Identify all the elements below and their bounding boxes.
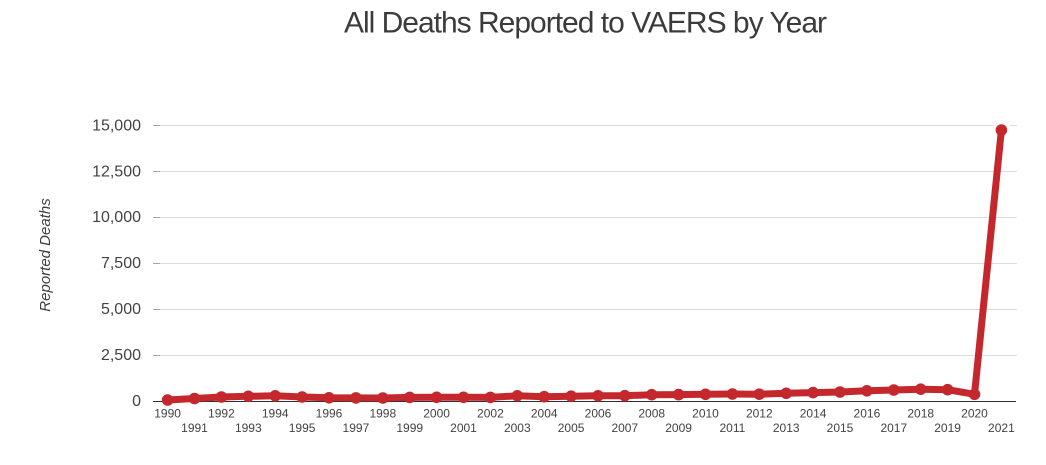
svg-text:5,000: 5,000 <box>101 301 141 318</box>
svg-text:1991: 1991 <box>181 421 208 435</box>
svg-text:2000: 2000 <box>423 407 450 421</box>
svg-text:2001: 2001 <box>450 421 477 435</box>
svg-text:2011: 2011 <box>719 421 745 435</box>
svg-text:0: 0 <box>132 393 141 410</box>
svg-text:15,000: 15,000 <box>92 117 141 134</box>
svg-text:2002: 2002 <box>477 407 504 421</box>
svg-text:2018: 2018 <box>907 407 934 421</box>
svg-text:1992: 1992 <box>208 407 235 421</box>
svg-text:7,500: 7,500 <box>101 255 141 272</box>
svg-text:All Deaths Reported to VAERS b: All Deaths Reported to VAERS by Year <box>344 7 827 40</box>
svg-text:2006: 2006 <box>585 407 612 421</box>
svg-text:2015: 2015 <box>827 421 854 435</box>
svg-text:1990: 1990 <box>154 407 181 421</box>
svg-text:1995: 1995 <box>289 421 316 435</box>
svg-text:2010: 2010 <box>692 407 719 421</box>
svg-text:2014: 2014 <box>800 407 827 421</box>
svg-text:2,500: 2,500 <box>101 347 141 364</box>
svg-text:2004: 2004 <box>531 407 558 421</box>
svg-text:2008: 2008 <box>638 407 665 421</box>
svg-text:2003: 2003 <box>504 421 531 435</box>
svg-text:1997: 1997 <box>343 421 370 435</box>
svg-text:2020: 2020 <box>961 407 988 421</box>
svg-text:12,500: 12,500 <box>92 163 141 180</box>
svg-text:1993: 1993 <box>235 421 262 435</box>
svg-text:2019: 2019 <box>934 421 961 435</box>
svg-text:1999: 1999 <box>396 421 423 435</box>
svg-text:2007: 2007 <box>611 421 638 435</box>
svg-text:1998: 1998 <box>369 407 396 421</box>
svg-text:2009: 2009 <box>665 421 692 435</box>
svg-text:2016: 2016 <box>854 407 881 421</box>
svg-text:1994: 1994 <box>262 407 289 421</box>
svg-text:2005: 2005 <box>558 421 585 435</box>
svg-text:1996: 1996 <box>316 407 343 421</box>
svg-text:2021: 2021 <box>988 421 1015 435</box>
svg-text:10,000: 10,000 <box>92 209 141 226</box>
svg-text:Reported Deaths: Reported Deaths <box>37 198 54 312</box>
svg-text:2017: 2017 <box>880 421 907 435</box>
svg-text:2012: 2012 <box>746 407 773 421</box>
svg-text:2013: 2013 <box>773 421 800 435</box>
